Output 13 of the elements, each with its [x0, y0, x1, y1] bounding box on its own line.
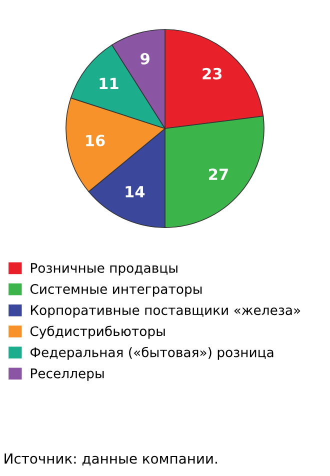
data-label: 14 [126, 186, 145, 198]
legend-label: Субдистрибьюторы [30, 326, 165, 339]
data-label: 27 [209, 168, 228, 180]
text: Источник: данные компании. [4, 453, 217, 466]
legend-label: Розничные продавцы [30, 263, 178, 276]
legend-label: Корпоративные поставщики «железа» [30, 305, 300, 318]
legend-label: Системные интеграторы [30, 284, 202, 297]
data-label: 16 [86, 134, 105, 146]
legend-label: Реселлеры [30, 368, 104, 381]
data-label: 9 [140, 52, 150, 64]
legend-label: Федеральная («бытовая») розница [30, 346, 274, 360]
data-label: 23 [202, 68, 222, 80]
data-label: 11 [100, 78, 118, 90]
